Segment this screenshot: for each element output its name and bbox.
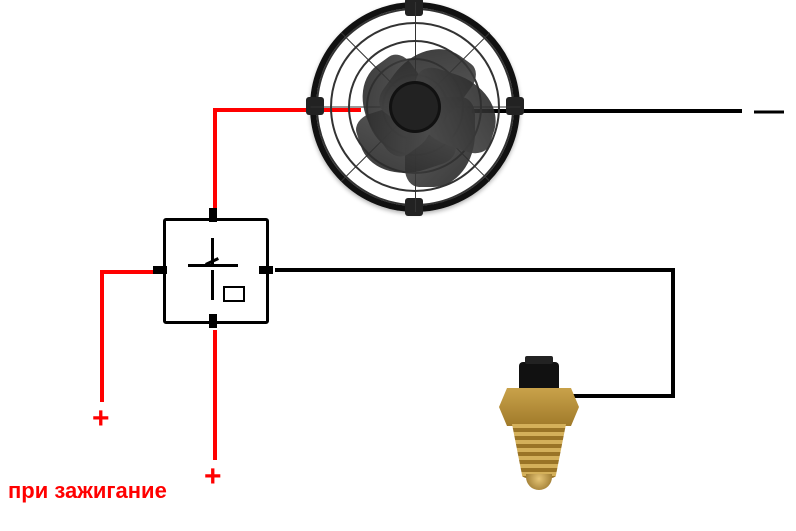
cooling-fan [310,2,520,212]
wire-pos-batt-v [213,330,217,460]
ignition-label: при зажигание [8,478,167,504]
wire-pos-ign-v [100,270,104,402]
wire-pos-vert-1 [213,108,217,216]
minus-symbol: — [754,96,784,126]
wire-neg-relay-v1 [671,268,675,398]
wire-pos-ign-h [100,270,160,274]
wiring-diagram: + + — при зажигание [0,0,796,531]
wire-neg-relay-h1 [275,268,675,272]
thermo-switch-sensor [494,362,584,492]
relay [153,208,273,328]
plus-symbol-ignition: + [92,404,110,434]
plus-symbol-battery: + [204,462,222,492]
